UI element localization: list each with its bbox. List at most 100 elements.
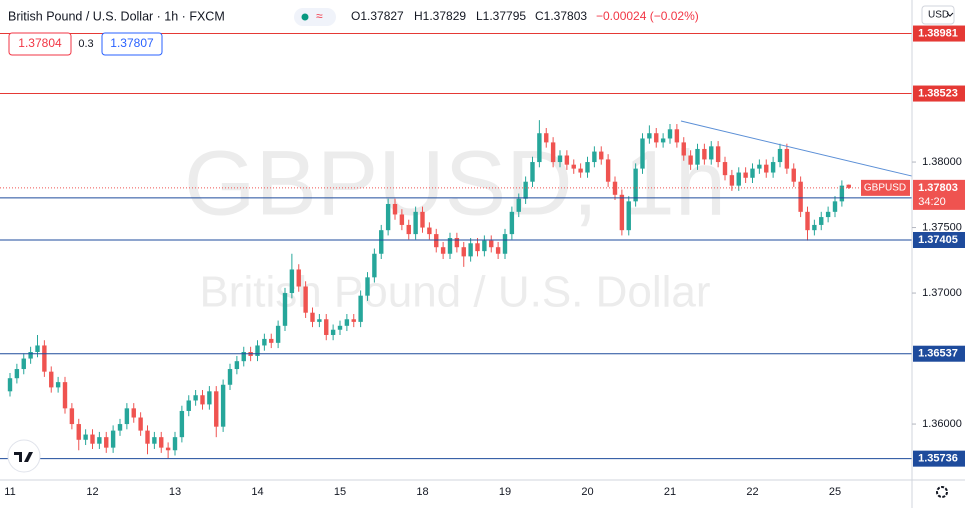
y-tick-label: 1.36000 — [922, 418, 962, 430]
candle-body — [468, 243, 473, 257]
candle-body — [750, 168, 755, 178]
candle-body — [282, 293, 288, 326]
candle-body — [757, 164, 762, 169]
candle-body — [14, 369, 20, 379]
candle-body — [509, 211, 515, 235]
y-tick-label: 1.37000 — [922, 287, 962, 299]
candle-body — [358, 295, 363, 322]
ohlc-change: −0.00024 (−0.02%) — [596, 9, 699, 23]
countdown: 34:20 — [918, 196, 946, 208]
logo[interactable] — [7, 439, 41, 473]
level-label: 1.35736 — [918, 453, 958, 465]
candle-body — [275, 325, 281, 343]
settings-icon[interactable] — [936, 486, 948, 498]
ohlc-high: H1.37829 — [414, 9, 466, 23]
candle-body — [647, 133, 652, 139]
x-tick-label: 14 — [251, 486, 263, 498]
candle-body — [805, 211, 810, 231]
candle-body — [434, 234, 439, 248]
candle-body — [791, 168, 796, 182]
candle-body — [695, 148, 700, 165]
chart-title: British Pound / U.S. Dollar · 1h · FXCM — [8, 9, 225, 23]
candle-body — [427, 227, 432, 235]
ohlc-close: C1.37803 — [535, 9, 587, 23]
candle-body — [660, 138, 666, 143]
candle-body — [227, 369, 233, 385]
x-tick-label: 19 — [499, 486, 511, 498]
ohlc-low: L1.37795 — [476, 9, 526, 23]
x-tick-label: 15 — [334, 486, 346, 498]
buy-button[interactable] — [101, 32, 163, 56]
level-label: 1.38981 — [918, 27, 958, 39]
candle-body — [550, 142, 556, 163]
candle-body — [764, 164, 769, 173]
candle-body — [846, 184, 851, 188]
candle-body — [62, 382, 68, 409]
candle-body — [502, 234, 508, 254]
candle-body — [530, 162, 535, 182]
candle-body — [709, 146, 714, 160]
currency-button[interactable] — [921, 5, 955, 25]
candle-body — [557, 155, 563, 163]
candle-body — [475, 243, 480, 252]
candle-body — [35, 345, 40, 353]
sell-price: 1.37804 — [18, 36, 62, 50]
watermark-name: British Pound / U.S. Dollar — [199, 268, 710, 317]
candle-body — [605, 159, 611, 182]
candle-body — [42, 345, 47, 372]
candle-body — [152, 437, 157, 444]
candle-body — [76, 424, 81, 440]
candle-body — [303, 286, 308, 313]
candle-body — [516, 198, 521, 212]
candle-body — [399, 214, 405, 225]
candle-body — [654, 133, 659, 143]
candle-body — [832, 201, 838, 212]
currency: USD — [928, 10, 949, 21]
candle-body — [722, 162, 728, 176]
candle-body — [165, 447, 171, 451]
x-tick-label: 21 — [664, 486, 676, 498]
candle-body — [90, 434, 95, 444]
candle-body — [124, 408, 130, 425]
x-tick-label: 22 — [746, 486, 758, 498]
sell-button[interactable] — [8, 32, 72, 56]
level-tag — [913, 345, 965, 362]
candle-body — [385, 203, 391, 231]
candle-body — [317, 319, 322, 322]
logo-mark — [14, 452, 33, 462]
candle-body — [454, 238, 460, 248]
x-tick-label: 12 — [86, 486, 98, 498]
candle-body — [440, 247, 446, 254]
buy-price: 1.37807 — [110, 36, 154, 50]
x-tick-label: 11 — [4, 486, 15, 498]
candle-body — [667, 129, 673, 139]
candle-body — [688, 155, 693, 165]
symbol-tag — [861, 179, 910, 196]
candle-body — [200, 395, 205, 405]
price-tag — [913, 179, 965, 210]
candle-body — [241, 352, 246, 362]
candle-body — [495, 247, 501, 254]
level-label: 1.37405 — [918, 234, 958, 246]
candle-body — [269, 338, 274, 343]
candle-body — [337, 325, 343, 330]
indicator-toggle[interactable] — [294, 8, 336, 26]
ohlc-open: O1.37827 — [351, 9, 404, 23]
candle-body — [255, 345, 260, 356]
candle-body — [110, 430, 116, 448]
candle-body — [619, 194, 625, 231]
candle-body — [819, 217, 824, 225]
candle-body — [344, 319, 350, 326]
status-dot — [301, 13, 309, 21]
candle-body — [592, 151, 597, 163]
spread: 0.3 — [78, 38, 93, 50]
y-tick-label: 1.38000 — [922, 156, 962, 168]
x-tick-label: 25 — [829, 486, 841, 498]
candle-body — [21, 358, 26, 370]
level-label: 1.38523 — [918, 87, 958, 99]
candle-body — [179, 410, 185, 438]
candle-body — [743, 172, 748, 178]
candle-body — [392, 203, 398, 215]
candle-body — [626, 201, 631, 231]
